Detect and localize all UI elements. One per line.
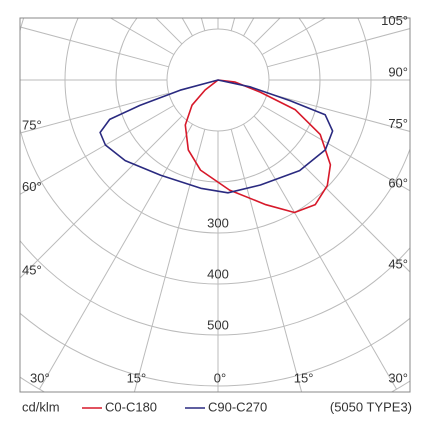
grid-spoke: [20, 105, 175, 195]
grid-spoke: [109, 18, 175, 55]
note: (5050 TYPE3): [330, 399, 412, 414]
angle-tick-label: 60°: [22, 179, 42, 194]
grid-spoke: [261, 18, 327, 55]
grid-spoke: [230, 18, 236, 31]
plot-frame: [19, 17, 411, 393]
labels: 300 400 500 75° 60° 45° 30° 15° 0° 15° 30° 45° 60° 75…: [22, 13, 408, 385]
r-tick-label: 300: [207, 215, 229, 230]
unit-label: cd/klm: [22, 399, 60, 414]
grid-spoke: [39, 123, 193, 390]
r-tick-label: 500: [207, 317, 229, 332]
angle-tick-label: 30°: [30, 370, 50, 385]
grid-spoke: [133, 129, 206, 392]
angle-tick-label: 0°: [214, 370, 226, 385]
legend-label: C0-C180: [105, 399, 157, 414]
curve: [184, 79, 332, 214]
grid-spoke: [230, 129, 303, 392]
angle-tick-label: 15°: [127, 370, 147, 385]
legend-label: C90-C270: [208, 399, 267, 414]
angle-tick-label: 75°: [22, 117, 42, 132]
grid-spoke: [200, 18, 206, 31]
grid-spoke: [261, 105, 410, 192]
grid-spoke: [253, 115, 410, 273]
grid-spoke: [267, 28, 410, 68]
angle-tick-label: 45°: [22, 262, 42, 277]
angle-tick-label: 75°: [388, 116, 408, 131]
r-tick-label: 400: [207, 266, 229, 281]
grid-spoke: [20, 26, 169, 68]
grid-spoke: [267, 92, 410, 132]
curve: [99, 79, 334, 194]
angle-tick-label: 15°: [294, 370, 314, 385]
grid-spoke: [20, 92, 169, 134]
angle-tick-label: 60°: [388, 175, 408, 190]
grid-spoke: [20, 115, 183, 279]
angle-tick-label: 90°: [388, 64, 408, 79]
angle-tick-label: 105°: [381, 13, 408, 28]
angle-tick-label: 30°: [388, 370, 408, 385]
grid-spoke: [243, 123, 397, 390]
grid-spoke: [155, 18, 183, 45]
angle-tick-label: 45°: [388, 256, 408, 271]
curves: [99, 79, 334, 214]
